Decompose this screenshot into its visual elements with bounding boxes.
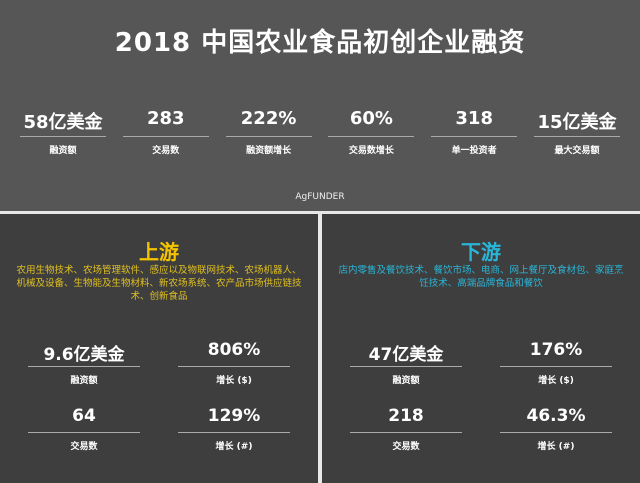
divider [533,136,620,137]
divider [500,432,612,433]
metric: 9.6亿美金 融资额 [28,340,140,386]
stat: 222% 融资额增长 [225,108,312,156]
metric: 218 交易数 [350,406,462,452]
downstream-panel: 下游 店内零售及餐饮技术、餐饮市场、电商、网上餐厅及食材包、家庭烹饪技术、高端品… [322,214,640,483]
page-title: 2018 中国农业食品初创企业融资 [114,28,526,58]
stat: 318 单一投资者 [431,108,518,156]
divider [28,366,140,367]
metric: 64 交易数 [28,406,140,452]
divider [178,366,290,367]
downstream-description: 店内零售及餐饮技术、餐饮市场、电商、网上餐厅及食材包、家庭烹饪技术、高端品牌食品… [338,265,624,289]
divider [350,366,462,367]
summary-section: 2018 中国农业食品初创企业融资 58亿美金 融资额 283 交易数 222% 融资… [0,0,640,211]
metric: 129% 增长 (#) [178,406,290,452]
downstream-heading: 下游 [461,240,501,264]
metric: 47亿美金 融资额 [350,340,462,386]
divider [20,136,106,137]
summary-stats: 58亿美金 融资额 283 交易数 222% 融资额增长 60% 交易数增长 318 单一… [20,108,620,156]
upstream-description: 农用生物技术、农场管理软件、感应以及物联网技术、农场机器人、机械及设备、生物能及… [16,265,302,302]
divider [500,366,612,367]
stat: 283 交易数 [122,108,209,156]
divider [431,136,518,137]
divider [122,136,209,137]
stat: 60% 交易数增长 [328,108,415,156]
stat: 15亿美金 最大交易额 [533,108,620,156]
divider [178,432,290,433]
divider [225,136,312,137]
agfunder-logo: AgFUNDER [295,192,345,202]
divider [350,432,462,433]
upstream-heading: 上游 [139,240,179,264]
upstream-panel: 上游 农用生物技术、农场管理软件、感应以及物联网技术、农场机器人、机械及设备、生… [0,214,318,483]
divider [28,432,140,433]
metric: 46.3% 增长 (#) [500,406,612,452]
divider [328,136,415,137]
metric: 176% 增长 ($) [500,340,612,386]
metric: 806% 增长 ($) [178,340,290,386]
stat: 58亿美金 融资额 [20,108,106,156]
